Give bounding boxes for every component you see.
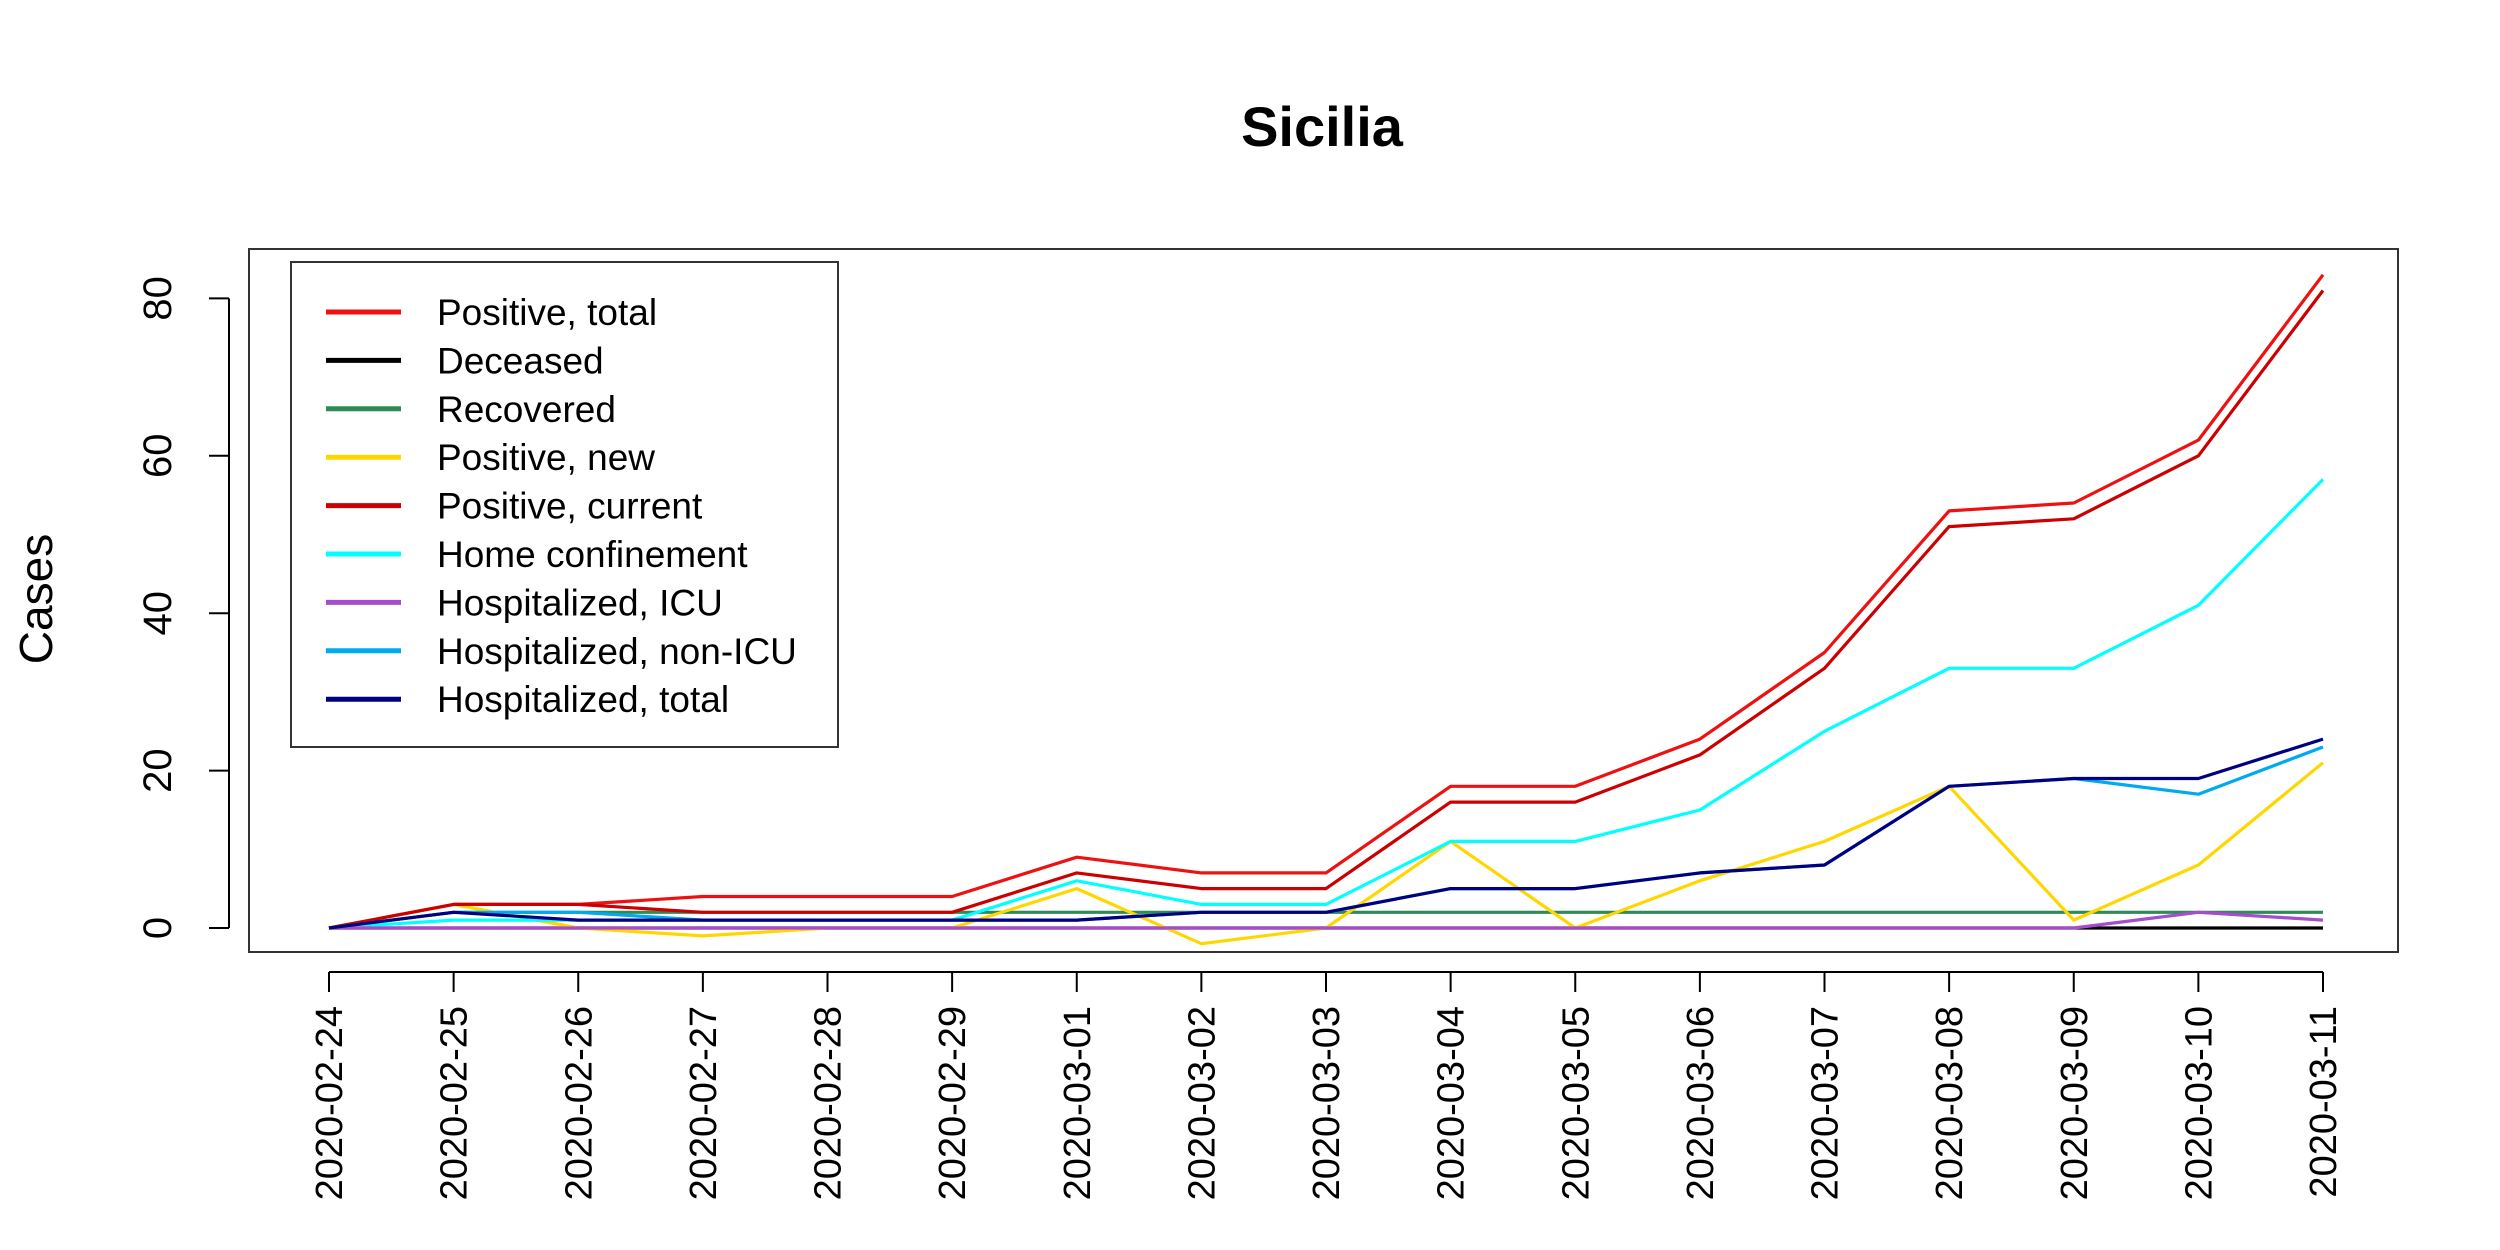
legend-label: Recovered bbox=[437, 389, 616, 430]
series-line-hospitalized-total bbox=[328, 737, 2324, 930]
y-tick-label: 80 bbox=[136, 276, 180, 321]
x-tick-label: 2020-03-08 bbox=[1929, 1006, 1971, 1200]
legend-label: Hospitalized, non-ICU bbox=[437, 631, 797, 672]
series-line-positive-total bbox=[328, 273, 2325, 930]
x-tick-label: 2020-02-24 bbox=[309, 1006, 351, 1200]
y-tick-label: 20 bbox=[136, 748, 180, 793]
legend-label: Deceased bbox=[437, 340, 604, 381]
y-tick-label: 60 bbox=[136, 434, 180, 479]
x-tick-label: 2020-03-02 bbox=[1181, 1006, 1223, 1200]
series-layer bbox=[328, 273, 2325, 946]
x-axis: 2020-02-24 2020-02-25 2020-02-26 2020-02-27… bbox=[309, 971, 2345, 1200]
x-tick-label: 2020-03-07 bbox=[1805, 1006, 1847, 1200]
legend-label: Positive, new bbox=[437, 437, 655, 478]
y-tick-label: 0 bbox=[136, 917, 180, 939]
legend-label: Home confinement bbox=[437, 534, 748, 575]
y-tick-label: 40 bbox=[136, 591, 180, 636]
x-tick-label: 2020-03-06 bbox=[1680, 1006, 1722, 1200]
legend-label: Hospitalized, total bbox=[437, 679, 729, 720]
chart-title: Sicilia bbox=[1241, 95, 1404, 158]
legend-label: Positive, current bbox=[437, 486, 703, 527]
y-axis: 0 20 40 60 80 bbox=[136, 276, 230, 939]
legend-label: Positive, total bbox=[437, 292, 657, 333]
x-tick-label: 2020-03-01 bbox=[1057, 1006, 1099, 1200]
x-tick-label: 2020-02-25 bbox=[434, 1006, 476, 1200]
x-tick-label: 2020-03-10 bbox=[2178, 1006, 2220, 1200]
x-tick-label: 2020-03-04 bbox=[1431, 1006, 1473, 1200]
legend-label: Hospitalized, ICU bbox=[437, 582, 723, 623]
x-tick-label: 2020-02-27 bbox=[683, 1006, 725, 1200]
series-line-hospitalized-icu bbox=[329, 910, 2324, 930]
x-tick-label: 2020-03-09 bbox=[2054, 1006, 2096, 1200]
x-tick-label: 2020-03-11 bbox=[2303, 1006, 2345, 1198]
plot-frame bbox=[248, 248, 2399, 953]
x-tick-label: 2020-02-29 bbox=[932, 1006, 974, 1200]
x-tick-label: 2020-02-28 bbox=[808, 1006, 850, 1200]
x-tick-label: 2020-03-03 bbox=[1306, 1006, 1348, 1200]
legend: Positive, total Deceased Recovered Positive… bbox=[290, 261, 839, 748]
series-line-positive-current bbox=[328, 289, 2325, 930]
y-axis-label: Cases bbox=[10, 534, 62, 664]
x-tick-label: 2020-03-05 bbox=[1555, 1006, 1597, 1200]
x-tick-label: 2020-02-26 bbox=[558, 1006, 600, 1200]
